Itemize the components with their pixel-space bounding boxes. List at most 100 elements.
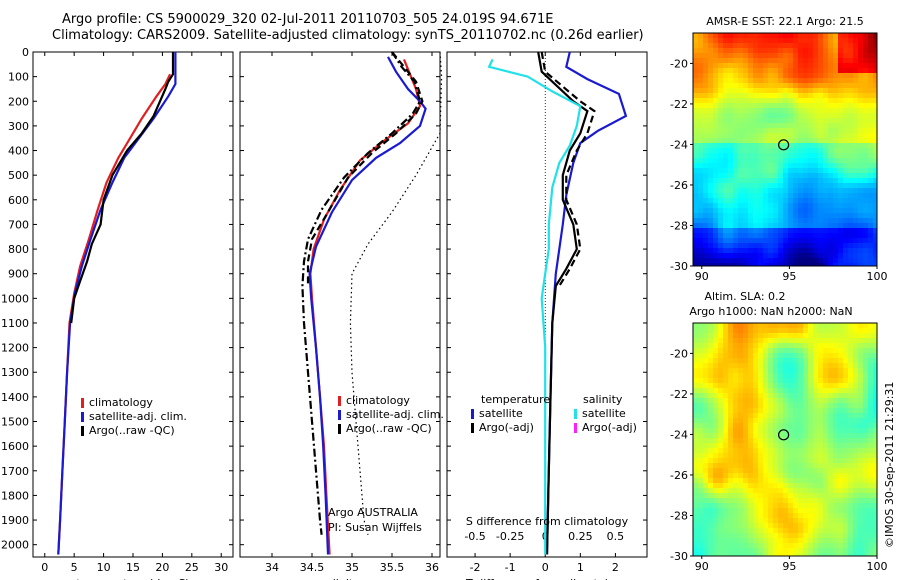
sla-map-xtick-label-2: 100	[867, 560, 888, 573]
sla-map-argo-marker	[778, 429, 790, 441]
temperature-legend-swatch-0	[81, 398, 84, 408]
temperature-series-1	[57, 52, 177, 555]
salinity-xtick-label-0: 34	[265, 561, 279, 574]
temperature-legend-swatch-1	[81, 412, 84, 422]
sst-map-frame	[692, 32, 878, 267]
temperature-ytick-label-2: 200	[8, 95, 29, 108]
temperature-ytick-label-8: 800	[8, 243, 29, 256]
salinity-panel-frame	[239, 51, 441, 558]
difference-s-legend-swatch-1	[574, 423, 577, 433]
temperature-panel-frame	[32, 51, 234, 558]
salinity-xlabel: salinity	[320, 577, 360, 580]
sla-map-title: Altim. SLA: 0.2	[704, 290, 785, 303]
salinity-series-1	[308, 56, 427, 555]
salinity-annotation-0: Argo AUSTRALIA	[328, 506, 418, 519]
salinity-series-3	[301, 51, 422, 535]
temperature-ytick-label-18: 1800	[1, 489, 29, 502]
temperature-ytick-label-19: 1900	[1, 514, 29, 527]
temperature-ytick-label-0: 0	[22, 46, 29, 59]
salinity-series-4	[349, 51, 443, 535]
sst-map-ytick-label-1: -28	[670, 219, 688, 232]
header-line1: Argo profile: CS 5900029_320 02-Jul-2011…	[62, 12, 554, 27]
temperature-ytick-label-10: 1000	[1, 292, 29, 305]
sla-map-ytick-label-4: -22	[670, 388, 688, 401]
difference-xlabel: T difference from climatology	[465, 577, 628, 580]
difference-panel-frame	[446, 51, 648, 558]
difference-s-legend-label-0: satellite	[582, 407, 626, 420]
temperature-xtick-label-0: 0	[41, 561, 48, 574]
salinity-xtick-label-1: 34.5	[300, 561, 325, 574]
temperature-ytick-label-4: 400	[8, 145, 29, 158]
temperature-xtick-label-4: 20	[155, 561, 169, 574]
temperature-xtick-label-1: 5	[71, 561, 78, 574]
difference-xtick-label-1: -1	[505, 561, 516, 574]
difference-legend-header-1: salinity	[583, 393, 623, 406]
temperature-ytick-label-14: 1400	[1, 391, 29, 404]
temperature-ytick-label-3: 300	[8, 120, 29, 133]
salinity-annotation-1: PI: Susan Wijffels	[328, 521, 422, 534]
salinity-series-2	[306, 51, 424, 286]
sla-map-ytick-label-0: -30	[670, 550, 688, 563]
sla-map-ytick-label-1: -28	[670, 509, 688, 522]
sst-map-ytick-label-0: -30	[670, 260, 688, 273]
sst-map-ytick-label-2: -26	[670, 179, 688, 192]
temperature-ytick-label-9: 900	[8, 268, 29, 281]
temperature-ytick-label-12: 1200	[1, 342, 29, 355]
sla-map-xtick-label-0: 90	[695, 560, 709, 573]
sst-map-ytick-label-5: -20	[670, 57, 688, 70]
sst-map-xtick-label-1: 95	[782, 270, 796, 283]
salinity-legend-label-1: satellite-adj. clim.	[346, 408, 444, 421]
difference-xtick-label-3: 1	[577, 561, 584, 574]
sst-map-panel: 90 95 100 -30 -28 -26 -24 -22 -20	[670, 32, 888, 283]
salinity-legend-swatch-1	[338, 410, 341, 420]
sst-map-ytick-label-3: -24	[670, 138, 688, 151]
difference-t-legend-swatch-0	[471, 409, 474, 419]
sla-map-xtick-label-1: 95	[782, 560, 796, 573]
sst-map-xtick-label-0: 90	[695, 270, 709, 283]
difference-series-3	[487, 58, 582, 555]
temperature-xlabel: temperature (deg C)	[76, 577, 189, 580]
sst-map-heatmap-cells	[693, 33, 878, 267]
footer-label: ©IMOS 30-Sep-2011 21:29:31	[883, 382, 896, 548]
salinity-legend-swatch-0	[338, 396, 341, 406]
temperature-xtick-label-5: 25	[185, 561, 199, 574]
salinity-xtick-label-2: 35	[345, 561, 359, 574]
temperature-ytick-label-6: 600	[8, 194, 29, 207]
temperature-ytick-label-16: 1600	[1, 440, 29, 453]
header-line2: Climatology: CARS2009. Satellite-adjuste…	[52, 28, 644, 43]
temperature-xtick-label-3: 15	[126, 561, 140, 574]
difference-t-legend-label-0: satellite	[479, 407, 523, 420]
temperature-legend-label-1: satellite-adj. clim.	[89, 410, 187, 423]
difference-t-legend-swatch-1	[471, 423, 474, 433]
sla-map-heatmap-cells	[693, 323, 878, 557]
temperature-ytick-label-13: 1300	[1, 366, 29, 379]
difference-x2tick-label-0: -0.5	[464, 530, 485, 543]
salinity-legend-label-2: Argo(..raw -QC)	[346, 422, 432, 435]
temperature-xtick-label-2: 10	[97, 561, 111, 574]
salinity-legend-label-0: climatology	[346, 394, 410, 407]
temperature-ytick-label-15: 1500	[1, 416, 29, 429]
sst-map-ytick-label-4: -22	[670, 98, 688, 111]
difference-series-2	[540, 51, 596, 287]
sla-map-ytick-label-3: -24	[670, 428, 688, 441]
sla-map-ytick-label-5: -20	[670, 347, 688, 360]
salinity-xtick-label-3: 35.5	[380, 561, 405, 574]
temperature-legend-swatch-2	[81, 426, 84, 436]
sst-map-title: AMSR-E SST: 22.1 Argo: 21.5	[706, 15, 864, 28]
sla-map-panel: 90 95 100 -30 -28 -26 -24 -22 -20	[670, 322, 888, 573]
difference-xtick-label-0: -2	[470, 561, 481, 574]
temperature-ytick-label-11: 1100	[1, 317, 29, 330]
sst-map-argo-marker	[778, 139, 790, 151]
sla-map-subtitle: Argo h1000: NaN h2000: NaN	[689, 305, 852, 318]
temperature-legend-label-2: Argo(..raw -QC)	[89, 424, 175, 437]
difference-legend-header-0: temperature	[481, 393, 550, 406]
difference-x2tick-label-1: -0.25	[496, 530, 524, 543]
temperature-panel: 0100200300400500600700800900100011001200…	[1, 46, 234, 580]
difference-xtick-label-2: 0	[542, 561, 549, 574]
difference-s-legend-label-1: Argo(-adj)	[582, 421, 637, 434]
temperature-series-2	[70, 52, 175, 324]
temperature-xtick-label-6: 30	[214, 561, 228, 574]
temperature-ytick-label-7: 700	[8, 218, 29, 231]
